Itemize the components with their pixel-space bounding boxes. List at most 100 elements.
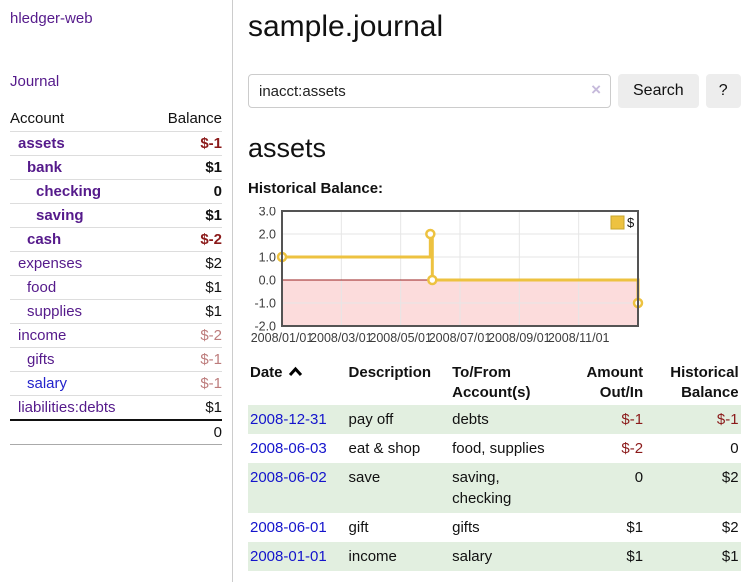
account-link[interactable]: supplies <box>27 303 83 320</box>
svg-text:3.0: 3.0 <box>259 207 276 219</box>
transaction-amount: $1 <box>626 519 644 536</box>
transaction-date-link[interactable]: 2008-06-01 <box>250 519 327 536</box>
account-row: gifts $-1 <box>10 348 222 372</box>
transaction-row: 2008-12-31 pay off debts $-1 $-1 <box>248 405 741 434</box>
transaction-description: income <box>348 548 397 565</box>
account-link[interactable]: saving <box>36 207 84 224</box>
transaction-row: 2008-01-01 income salary $1 $1 <box>248 542 741 571</box>
description-column-header: Description <box>348 364 432 381</box>
search-box: × <box>248 74 611 108</box>
data-point-marker[interactable] <box>427 274 438 286</box>
transactions-header-row: Date Description To/From Account(s) Amou… <box>248 361 741 405</box>
account-row: saving $1 <box>10 204 222 228</box>
account-link[interactable]: food <box>27 279 57 296</box>
transaction-row: 2008-06-02 save saving, checking 0 $2 <box>248 463 741 513</box>
svg-text:-2.0: -2.0 <box>254 320 276 334</box>
account-row: salary $-1 <box>10 372 222 396</box>
transaction-amount: $-2 <box>621 440 644 457</box>
accounts-table: Account Balance assets $-1 bank $1 checking 0… <box>10 107 222 445</box>
transaction-date-link[interactable]: 2008-01-01 <box>250 548 327 565</box>
transaction-amount: $1 <box>626 548 644 565</box>
balance-column-header-txn: Historical Balance <box>670 364 739 401</box>
account-row: liabilities:debts $1 <box>10 396 222 420</box>
transaction-balance: $-1 <box>716 411 739 428</box>
transaction-row: 2008-06-01 gift gifts $1 $2 <box>248 513 741 542</box>
data-point-marker[interactable] <box>425 228 436 240</box>
svg-text:1.0: 1.0 <box>259 251 276 265</box>
svg-text:2008/07/01: 2008/07/01 <box>429 331 492 345</box>
transaction-amount: $-1 <box>621 411 644 428</box>
account-balance: $1 <box>205 399 222 416</box>
transaction-description: save <box>348 469 381 486</box>
sidebar: hledger-web Journal Account Balance asse… <box>0 0 233 582</box>
app-title: hledger-web <box>10 10 93 27</box>
account-heading: assets <box>248 133 327 163</box>
account-balance: $2 <box>205 255 222 272</box>
chart-label: Historical Balance: <box>248 180 384 197</box>
sidebar-item-journal[interactable]: Journal <box>10 73 60 90</box>
account-link[interactable]: gifts <box>27 351 55 368</box>
account-link[interactable]: salary <box>27 375 68 392</box>
svg-text:2008/09/01: 2008/09/01 <box>488 331 551 345</box>
transaction-balance: $2 <box>721 469 739 486</box>
legend-label: $ <box>627 215 635 230</box>
transaction-row: 2008-06-03 eat & shop food, supplies $-2 0 <box>248 434 741 463</box>
svg-text:2.0: 2.0 <box>259 228 276 242</box>
amount-column-header: Amount Out/In <box>586 364 644 401</box>
account-balance: $-2 <box>200 327 222 344</box>
account-balance: $-1 <box>200 375 222 392</box>
account-row: cash $-2 <box>10 228 222 252</box>
search-button[interactable]: Search <box>618 74 699 108</box>
account-balance: $1 <box>205 207 222 224</box>
account-row: food $1 <box>10 276 222 300</box>
clear-search-icon[interactable]: × <box>591 80 601 99</box>
page-title: sample.journal <box>248 10 444 43</box>
account-balance: $1 <box>205 303 222 320</box>
account-balance: $1 <box>205 159 222 176</box>
transaction-date-link[interactable]: 2008-12-31 <box>250 411 327 428</box>
transaction-balance: 0 <box>730 440 739 457</box>
transaction-date-link[interactable]: 2008-06-02 <box>250 469 327 486</box>
sort-ascending-icon <box>288 363 303 383</box>
transaction-accounts: food, supplies <box>452 440 545 457</box>
svg-text:2008/05/01: 2008/05/01 <box>369 331 432 345</box>
transaction-description: gift <box>348 519 369 536</box>
transaction-balance: $1 <box>721 548 739 565</box>
transaction-description: eat & shop <box>348 440 421 457</box>
account-row: supplies $1 <box>10 300 222 324</box>
account-link[interactable]: assets <box>18 135 65 152</box>
transaction-description: pay off <box>348 411 394 428</box>
account-link[interactable]: expenses <box>18 255 83 272</box>
account-row: checking 0 <box>10 180 222 204</box>
account-link[interactable]: bank <box>27 159 63 176</box>
account-balance: $-1 <box>200 351 222 368</box>
account-link[interactable]: cash <box>27 231 62 248</box>
accounts-column-header: To/From Account(s) <box>452 364 531 401</box>
transaction-date-link[interactable]: 2008-06-03 <box>250 440 327 457</box>
plot-border <box>281 210 639 327</box>
transaction-balance: $2 <box>721 519 739 536</box>
transactions-table: Date Description To/From Account(s) Amou… <box>248 361 741 571</box>
account-link[interactable]: liabilities:debts <box>18 399 116 416</box>
account-balance: $-2 <box>200 231 222 248</box>
account-column-header: Account <box>10 110 65 127</box>
search-input[interactable] <box>248 74 611 108</box>
accounts-total-spacer <box>10 420 150 445</box>
svg-text:2008/01/01: 2008/01/01 <box>251 331 314 345</box>
transaction-accounts: salary <box>452 548 493 565</box>
help-button[interactable]: ? <box>705 74 741 108</box>
search-bar: × Search ? <box>248 74 741 108</box>
accounts-total-value: 0 <box>213 424 222 441</box>
svg-text:0.0: 0.0 <box>259 274 276 288</box>
svg-text:2008/03/01: 2008/03/01 <box>310 331 373 345</box>
date-column-header[interactable]: Date <box>248 361 347 405</box>
account-row: assets $-1 <box>10 132 222 156</box>
transaction-accounts: debts <box>452 411 489 428</box>
account-row: expenses $2 <box>10 252 222 276</box>
account-link[interactable]: checking <box>36 183 102 200</box>
account-link[interactable]: income <box>18 327 67 344</box>
account-balance: $-1 <box>200 135 222 152</box>
balance-column-header: Balance <box>167 110 222 127</box>
account-row: income $-2 <box>10 324 222 348</box>
transaction-accounts: saving, checking <box>452 469 512 507</box>
